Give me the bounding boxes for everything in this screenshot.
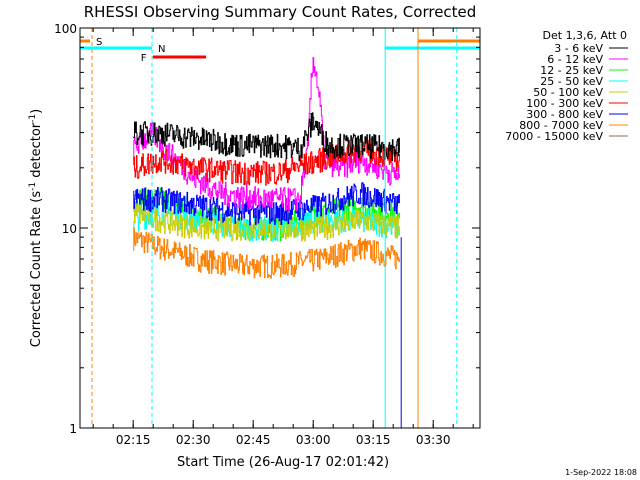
- series-100-300-kev: [133, 138, 400, 186]
- x-axis-label: Start Time (26-Aug-17 02:01:42): [177, 455, 389, 470]
- y-axis: 1 10 100: [54, 22, 480, 436]
- legend-label-100-300-kev: 100 - 300 keV: [526, 97, 603, 110]
- x-tick-label: 03:15: [356, 433, 391, 447]
- x-tick-label: 03:30: [416, 433, 451, 447]
- legend-label-50-100-kev: 50 - 100 keV: [533, 86, 603, 99]
- y-axis-label-mid: detector: [29, 122, 44, 182]
- plot-data: [133, 57, 400, 279]
- legend-label-300-800-kev: 300 - 800 keV: [526, 108, 603, 121]
- series-300-800-kev: [133, 182, 400, 226]
- chart-title: RHESSI Observing Summary Count Rates, Co…: [84, 3, 477, 21]
- saa-flag-label: S: [96, 37, 102, 48]
- legend-label-3-6-kev: 3 - 6 keV: [554, 42, 603, 55]
- series-800-7000-kev: [133, 227, 400, 279]
- y-tick-label: 100: [54, 22, 77, 36]
- y-axis-label: Corrected Count Rate (s-1 detector-1): [28, 109, 44, 347]
- y-axis-label-sup1: -1: [28, 182, 38, 191]
- interval-markers: [91, 28, 458, 428]
- legend-label-6-12-kev: 6 - 12 keV: [547, 53, 603, 66]
- y-tick-label: 1: [69, 422, 77, 436]
- series-50-100-kev: [133, 203, 400, 242]
- night-flag-label: N: [158, 44, 165, 55]
- legend-label-12-25-kev: 12 - 25 keV: [540, 64, 603, 77]
- x-tick-label: 02:45: [236, 433, 271, 447]
- series-3-6-kev: [133, 112, 400, 162]
- legend-label-25-50-kev: 25 - 50 keV: [540, 75, 603, 88]
- legend-label-7000-15000-kev: 7000 - 15000 keV: [505, 130, 603, 143]
- x-tick-label: 02:15: [116, 433, 151, 447]
- y-axis-label-main: Corrected Count Rate (s: [29, 191, 44, 348]
- legend-label-800-7000-kev: 800 - 7000 keV: [519, 119, 603, 132]
- y-axis-label-end: ): [29, 109, 44, 114]
- flag-bars: S NF: [80, 37, 480, 64]
- x-tick-label: 03:00: [296, 433, 331, 447]
- x-axis: 02:15 02:30 02:45 03:00 03:15 03:30: [92, 28, 474, 447]
- footer-timestamp: 1-Sep-2022 18:08: [565, 468, 637, 477]
- y-tick-label: 10: [62, 222, 77, 236]
- y-axis-label-sup2: -1: [28, 114, 38, 123]
- x-tick-label: 02:30: [176, 433, 211, 447]
- flare-flag-label: F: [141, 53, 147, 64]
- legend-header: Det 1,3,6, Att 0: [543, 29, 627, 42]
